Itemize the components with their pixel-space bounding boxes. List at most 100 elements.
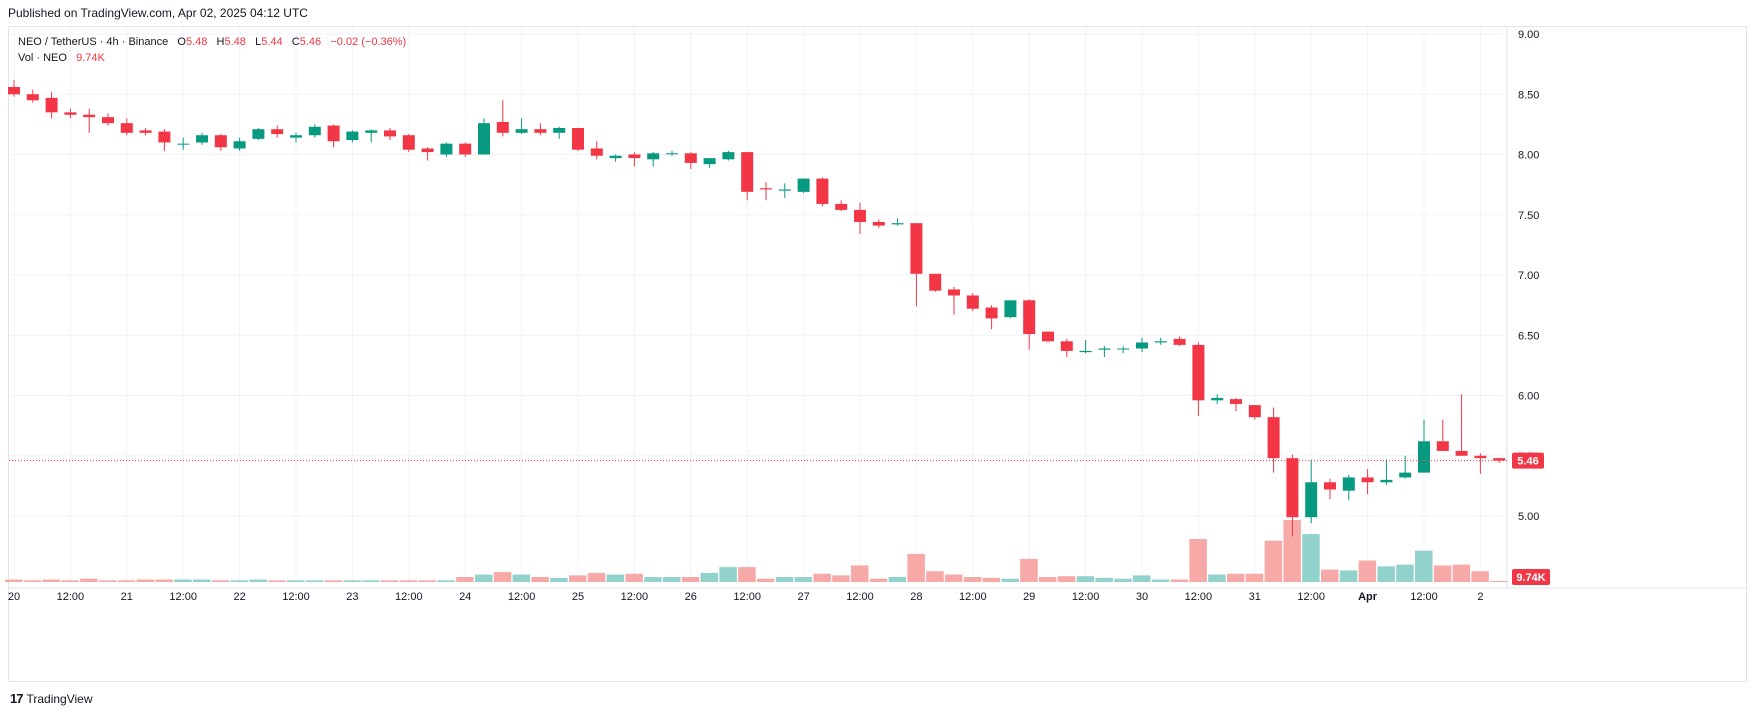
candle-body xyxy=(1380,479,1393,483)
candle-body xyxy=(496,121,509,133)
volume-bar xyxy=(907,553,925,582)
candle-body xyxy=(196,135,208,143)
volume-bar xyxy=(1114,578,1132,582)
price-tick-label: 8.50 xyxy=(1518,89,1539,101)
last-price-badge xyxy=(1512,452,1544,469)
candle-body xyxy=(158,131,171,143)
candle-body xyxy=(1305,482,1318,518)
volume-bar xyxy=(1001,578,1019,582)
volume-bar xyxy=(136,579,155,582)
candle-body xyxy=(1474,455,1487,459)
candle-body xyxy=(1098,348,1111,350)
time-tick-label: 2 xyxy=(1477,591,1483,603)
volume-bar xyxy=(1339,570,1358,582)
candle-body xyxy=(910,223,923,274)
time-tick-label: 21 xyxy=(121,591,133,603)
candle-body xyxy=(1324,482,1336,490)
candle-body xyxy=(515,129,528,133)
candle-body xyxy=(891,223,904,225)
candle-body xyxy=(816,178,829,204)
candle-body xyxy=(722,152,735,160)
time-tick-label: 12:00 xyxy=(846,591,874,603)
price-tick-label: 7.50 xyxy=(1518,210,1539,222)
price-axis[interactable]: 9.008.508.007.507.006.506.005.505.00 xyxy=(1518,29,1539,523)
close-value: 5.46 xyxy=(299,36,322,48)
volume-bar xyxy=(324,580,343,582)
tradingview-logo-icon: 17 xyxy=(10,691,24,706)
last-volume-label: 9.74K xyxy=(1516,572,1545,584)
volume-bar xyxy=(1208,574,1226,582)
volume-bar xyxy=(493,572,512,582)
high-label: H xyxy=(216,36,225,48)
candle-body xyxy=(1173,338,1186,345)
brand-name: TradingView xyxy=(26,691,93,706)
price-tick-label: 5.00 xyxy=(1518,511,1539,523)
volume-bar xyxy=(437,580,455,582)
candle-body xyxy=(1455,450,1468,456)
volume-bar xyxy=(475,574,493,582)
candle-body xyxy=(440,143,453,155)
volume-bar xyxy=(1095,577,1113,582)
volume-bar xyxy=(1227,573,1245,582)
volume-bar xyxy=(1283,520,1301,582)
volume-bar xyxy=(362,580,380,582)
candle-body xyxy=(421,148,434,153)
volume-bar xyxy=(117,580,136,582)
price-tick-label: 6.00 xyxy=(1518,391,1539,403)
candle-body xyxy=(271,129,284,135)
candle-body xyxy=(797,178,810,192)
volume-bar xyxy=(1264,540,1283,582)
candle-body xyxy=(1399,472,1412,478)
candle-body xyxy=(1117,348,1130,350)
candle-body xyxy=(1136,342,1148,349)
chart-frame[interactable] xyxy=(8,26,1747,682)
tradingview-brand[interactable]: 17 TradingView xyxy=(10,691,93,706)
time-tick-label: 20 xyxy=(8,591,20,603)
time-tick-label: 12:00 xyxy=(1297,591,1325,603)
time-tick-label: 27 xyxy=(797,591,809,603)
volume-bar xyxy=(1415,550,1433,582)
candle-body xyxy=(966,295,979,309)
time-tick-label: 12:00 xyxy=(733,591,761,603)
volume-bar xyxy=(1076,576,1095,582)
candle-body xyxy=(478,123,490,155)
candle-body xyxy=(647,153,660,160)
high-value: 5.48 xyxy=(224,36,246,48)
time-axis[interactable]: 20 12:00 21 12:00 22 12:00 23 12:00 24 12:00 25 12:… xyxy=(8,591,1484,603)
candle-body xyxy=(741,152,754,192)
volume-bar xyxy=(456,577,474,582)
candle-body xyxy=(26,94,39,101)
volume-bar xyxy=(681,577,700,582)
volume-bar xyxy=(230,580,249,582)
volume-bar xyxy=(1133,575,1151,582)
candle-body xyxy=(872,221,885,226)
candle-body xyxy=(308,126,321,136)
candle-body xyxy=(214,135,227,148)
volume-bar xyxy=(512,574,531,582)
candles xyxy=(8,79,1506,537)
volume-bar xyxy=(1490,581,1508,582)
candle-body xyxy=(929,273,942,291)
candle-body xyxy=(1192,344,1205,401)
time-tick-label: 23 xyxy=(346,591,358,603)
candle-body xyxy=(252,129,265,139)
candle-body xyxy=(459,143,472,155)
candle-body xyxy=(8,87,20,95)
volume-bar xyxy=(193,579,211,582)
volume-bar xyxy=(719,567,737,582)
open-label: O xyxy=(177,36,186,48)
candle-body xyxy=(1004,300,1017,318)
last-price-label: 5.46 xyxy=(1517,456,1538,468)
symbol-label[interactable]: NEO / TetherUS · 4h · Binance xyxy=(18,36,169,48)
candle-body xyxy=(1418,441,1430,473)
volume-label[interactable]: Vol · NEO xyxy=(18,52,67,64)
candle-body xyxy=(1342,477,1355,491)
volume-bar xyxy=(888,577,907,582)
volume-bar xyxy=(1321,569,1339,582)
volume-bar xyxy=(813,573,831,582)
volume-bar xyxy=(381,580,399,582)
candle-body xyxy=(778,189,791,191)
time-tick-label: 26 xyxy=(685,591,697,603)
time-tick-label: 25 xyxy=(572,591,584,603)
